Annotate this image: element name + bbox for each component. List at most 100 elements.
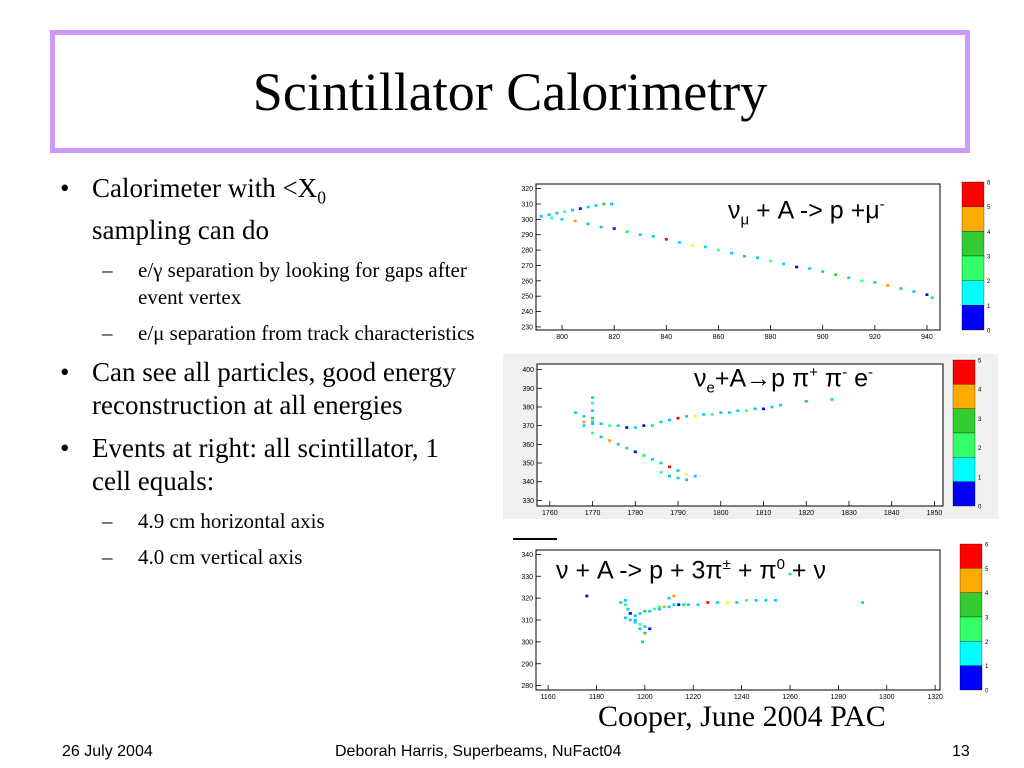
y-tick-label: 390 xyxy=(522,386,534,393)
y-tick-label: 320 xyxy=(521,186,533,193)
data-cell xyxy=(594,204,598,207)
x-tick-label: 1850 xyxy=(927,510,943,517)
data-cell xyxy=(624,616,628,620)
data-cell xyxy=(710,413,714,416)
data-cell xyxy=(830,398,834,401)
formula-nc: ν + A -> p + 3π± + π0 + ν xyxy=(556,556,826,585)
formula-numu-nu: ν xyxy=(728,196,741,225)
title-box: Scintillator Calorimetry xyxy=(50,30,970,153)
data-cell xyxy=(591,416,595,420)
colorbar-tick-label: 1 xyxy=(985,664,989,670)
x-tick-label: 940 xyxy=(921,334,933,341)
y-tick-label: 270 xyxy=(521,263,533,270)
data-cell xyxy=(582,420,586,424)
data-cell xyxy=(685,478,689,482)
colorbar-tick-label: 2 xyxy=(987,279,991,285)
sub-bullet-vertical: 4.0 cm vertical axis xyxy=(60,544,480,571)
data-cell xyxy=(703,245,707,249)
bullet-calorimeter-sub: 0 xyxy=(317,187,326,208)
data-cell xyxy=(847,276,851,280)
data-cell xyxy=(659,420,663,424)
data-cell xyxy=(555,211,559,215)
y-tick-label: 340 xyxy=(522,479,534,486)
y-tick-label: 350 xyxy=(522,461,534,468)
x-tick-label: 1200 xyxy=(637,694,653,701)
data-cell xyxy=(662,605,666,609)
data-cell xyxy=(782,262,786,266)
colorbar-band xyxy=(961,255,985,281)
data-cell xyxy=(591,422,595,426)
data-cell xyxy=(625,230,629,233)
data-cell xyxy=(643,631,647,635)
data-cell xyxy=(582,424,586,427)
colorbar-band xyxy=(959,592,983,618)
x-tick-label: 1790 xyxy=(670,510,686,517)
event-display-nue-svg: 1760 1770 1780 1790 1800 1810 1820 1830 1840 1850… xyxy=(503,354,998,519)
y-tick-label: 300 xyxy=(521,639,533,646)
x-tick-label: 1160 xyxy=(541,694,556,701)
data-cell xyxy=(591,420,595,424)
data-cell xyxy=(657,607,661,611)
data-cell xyxy=(591,409,595,413)
data-cell xyxy=(638,233,642,237)
y-tick-label: 340 xyxy=(521,552,533,559)
colorbar-band xyxy=(959,665,983,691)
data-cell xyxy=(560,218,564,221)
caption: Cooper, June 2004 PAC xyxy=(598,700,886,733)
data-cell xyxy=(643,609,647,613)
colorbar-tick-label: 2 xyxy=(978,446,982,452)
data-cell xyxy=(643,625,647,628)
colorbar-band xyxy=(959,568,983,593)
data-cell xyxy=(586,205,590,209)
data-cell xyxy=(626,607,630,611)
data-cell xyxy=(667,465,671,469)
x-tick-label: 800 xyxy=(556,334,568,341)
data-cell xyxy=(727,411,731,414)
x-tick-label: 1840 xyxy=(884,510,900,517)
data-cell xyxy=(693,415,697,418)
x-tick-label: 1820 xyxy=(798,510,814,517)
formula-nue-nu: ν xyxy=(694,364,707,393)
y-tick-label: 250 xyxy=(521,294,533,301)
y-tick-label: 290 xyxy=(521,661,533,668)
plot-frame xyxy=(535,183,941,331)
data-cell xyxy=(648,609,652,613)
data-cell xyxy=(667,596,671,600)
data-cell xyxy=(808,267,812,270)
colorbar-tick-label: 3 xyxy=(978,417,982,423)
formula-nc-text2: + π xyxy=(730,556,777,585)
x-tick-label: 820 xyxy=(608,334,620,341)
data-cell xyxy=(795,265,799,269)
data-cell xyxy=(716,248,720,252)
y-tick-label: 230 xyxy=(521,324,533,331)
x-tick-label: 1830 xyxy=(841,510,857,517)
colorbar-tick-label: 2 xyxy=(985,640,989,646)
event-display-nc-svg: 1160 1180 1200 1220 1240 1260 1280 1300 13202802… xyxy=(508,540,998,704)
formula-nc-text1: ν + A -> p + 3π xyxy=(556,556,723,585)
y-tick-label: 370 xyxy=(522,423,534,430)
colorbar-tick-label: 4 xyxy=(978,388,982,394)
data-cell xyxy=(729,251,733,255)
data-cell xyxy=(573,219,577,223)
colorbar-band xyxy=(961,181,985,207)
data-cell xyxy=(633,614,637,617)
data-cell xyxy=(706,601,710,604)
data-cell xyxy=(696,603,700,606)
formula-nue-nu-sub: e xyxy=(706,379,715,397)
data-cell xyxy=(624,603,628,606)
data-cell xyxy=(616,424,620,427)
data-cell xyxy=(650,457,654,461)
data-cell xyxy=(693,474,697,478)
data-cell xyxy=(616,443,620,446)
sub-bullet-e-mu: e/μ separation from track characteristic… xyxy=(60,320,480,347)
data-cell xyxy=(585,594,589,598)
event-display-numu-svg: 800 820 840 860 880 900 920 9402302402502602702… xyxy=(508,176,998,342)
bullet-events: Events at right: all scintillator, 1 cel… xyxy=(60,432,480,498)
colorbar-tick-label: 6 xyxy=(985,543,989,549)
y-tick-label: 260 xyxy=(521,278,533,285)
colorbar-band xyxy=(959,641,983,666)
data-cell xyxy=(925,293,929,296)
data-cell xyxy=(672,603,676,606)
data-cell xyxy=(642,424,646,427)
data-cell xyxy=(653,607,657,611)
